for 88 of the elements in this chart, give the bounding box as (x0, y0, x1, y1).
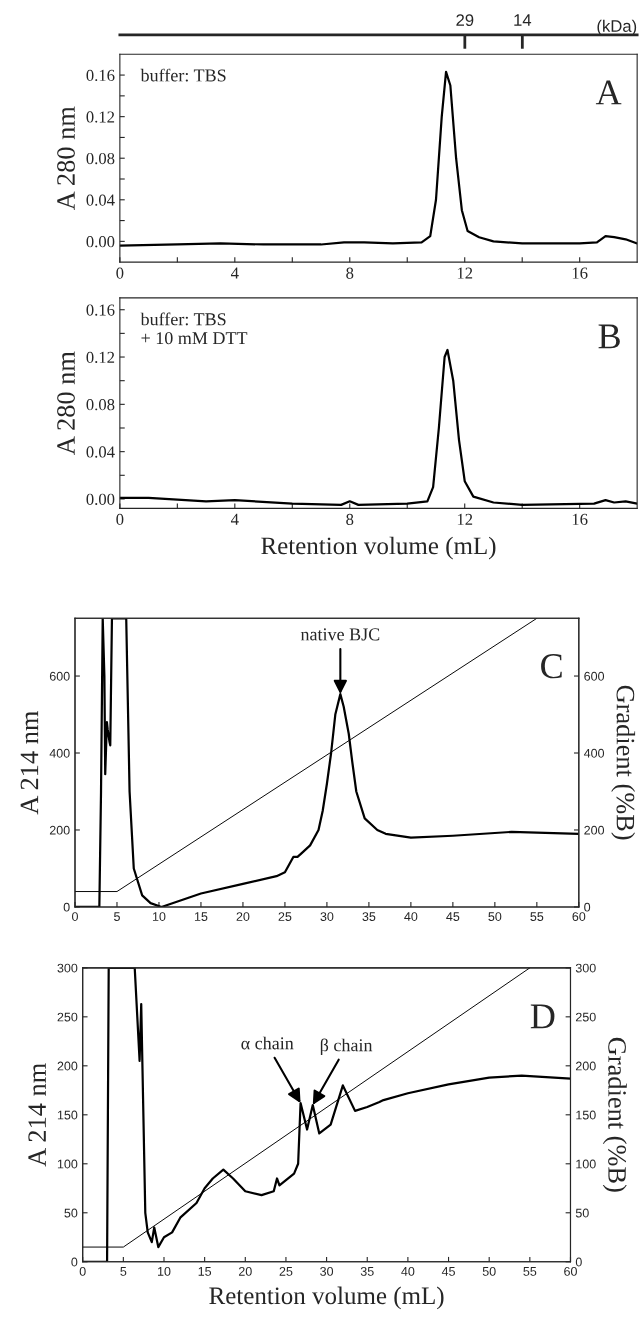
x-tick-label: 45 (441, 1267, 455, 1276)
x-tick-label: 16 (572, 513, 588, 526)
x-tick-label: 5 (114, 912, 120, 921)
x2-tick-label: 29 (456, 14, 474, 26)
x2-tick-label: 14 (514, 14, 532, 26)
line-series (119, 70, 638, 247)
y2-tick-label: 300 (575, 963, 596, 973)
y2-axis-title: Gradient (%B) (611, 685, 636, 840)
annotation: buffer: TBS (140, 68, 226, 82)
y2-tick-label: 0 (575, 1257, 582, 1267)
y-tick-label: 0 (71, 1257, 78, 1267)
y-tick-label: 0.04 (86, 194, 115, 206)
x-axis-title: Retention volume (mL) (209, 1286, 444, 1310)
x-tick-label: 40 (401, 1266, 415, 1276)
x-tick-label: 16 (572, 267, 588, 279)
y2-tick-label: 200 (584, 825, 605, 835)
x-tick-label: 35 (360, 1266, 374, 1276)
y-axis-title: A 214 nm (28, 1063, 46, 1167)
x-tick-label: 50 (488, 912, 502, 921)
y-tick-label: 600 (49, 671, 70, 681)
y-tick-label: 150 (57, 1110, 78, 1120)
x-tick-label: 8 (346, 513, 354, 526)
y2-tick-label: 400 (583, 748, 605, 758)
x-tick-label: 5 (120, 1267, 127, 1276)
y-tick-label: 200 (49, 825, 70, 835)
y-tick-label: 250 (57, 1012, 78, 1022)
x-tick-label: 12 (457, 513, 473, 525)
annotation: buffer: TBS + 10 mM DTT (140, 312, 248, 345)
x-tick-label: 10 (152, 912, 166, 921)
y-tick-label: 0.00 (86, 493, 115, 505)
y-tick-label: 0 (63, 902, 70, 912)
y2-tick-label: 200 (575, 1061, 596, 1071)
y-tick-label: 400 (49, 748, 70, 758)
y-tick-label: 0.16 (86, 304, 115, 316)
y-tick-label: 300 (57, 963, 78, 973)
annotation: A (595, 80, 622, 105)
y-tick-label: 0.00 (86, 236, 115, 248)
x-tick-label: 4 (230, 513, 239, 525)
y2-axis-title: Gradient (%B) (602, 1037, 627, 1192)
y2-tick-label: 50 (575, 1208, 589, 1218)
x-tick-label: 55 (530, 912, 544, 921)
x-tick-label: 25 (279, 1266, 293, 1276)
annotation: B (598, 324, 620, 349)
x-tick-label: 50 (482, 1266, 496, 1276)
y2-tick-label: 0 (584, 902, 591, 912)
x-tick-label: 55 (523, 1267, 537, 1276)
x-tick-label: 60 (564, 1266, 577, 1276)
x-tick-label: 25 (278, 912, 292, 921)
x-tick-label: 4 (230, 267, 239, 279)
y-tick-label: 100 (57, 1159, 78, 1169)
y-tick-label: 0.16 (86, 69, 115, 82)
y-axis-title: A 280 nm (57, 106, 75, 211)
x-tick-label: 12 (457, 267, 473, 279)
y-tick-label: 200 (57, 1061, 78, 1071)
annotation: C (541, 654, 562, 679)
x-tick-label: 30 (320, 1266, 334, 1276)
y2-tick-label: 600 (584, 671, 605, 681)
annotation: D (530, 1004, 555, 1029)
y-tick-label: 0.12 (86, 111, 115, 123)
x-tick-label: 0 (116, 513, 124, 526)
y-tick-label: 0.08 (86, 152, 115, 165)
x-tick-label: 60 (572, 912, 586, 921)
y2-tick-label: 150 (576, 1110, 596, 1120)
x-tick-label: 40 (404, 912, 418, 921)
y-axis-title: A 280 nm (57, 351, 75, 455)
x-tick-label: 15 (198, 1267, 212, 1276)
y2-tick-label: 250 (575, 1012, 596, 1022)
x-tick-label: 45 (446, 912, 460, 921)
x-axis-title: Retention volume (mL) (261, 536, 496, 560)
y-tick-label: 50 (64, 1208, 78, 1218)
x-tick-label: 0 (79, 1266, 86, 1276)
x-tick-label: 10 (157, 1266, 171, 1276)
x-tick-label: 0 (116, 267, 124, 279)
annotation: β chain (320, 1038, 373, 1056)
x-tick-label: 35 (362, 912, 376, 921)
y-tick-label: 0.12 (86, 351, 115, 364)
x-tick-label: 20 (236, 912, 250, 921)
annotation: native BJC (300, 628, 380, 641)
x2-axis-title: (kDa) (597, 19, 637, 36)
y-axis-title: A 214 nm (20, 710, 39, 815)
x-tick-label: 30 (320, 912, 334, 921)
x-tick-label: 15 (194, 912, 208, 921)
y2-tick-label: 100 (576, 1159, 596, 1169)
x-tick-label: 20 (238, 1266, 252, 1276)
y-tick-label: 0.04 (86, 446, 115, 458)
x-tick-label: 8 (346, 267, 354, 279)
y-tick-label: 0.08 (86, 399, 115, 411)
annotation: α chain (241, 1036, 294, 1050)
